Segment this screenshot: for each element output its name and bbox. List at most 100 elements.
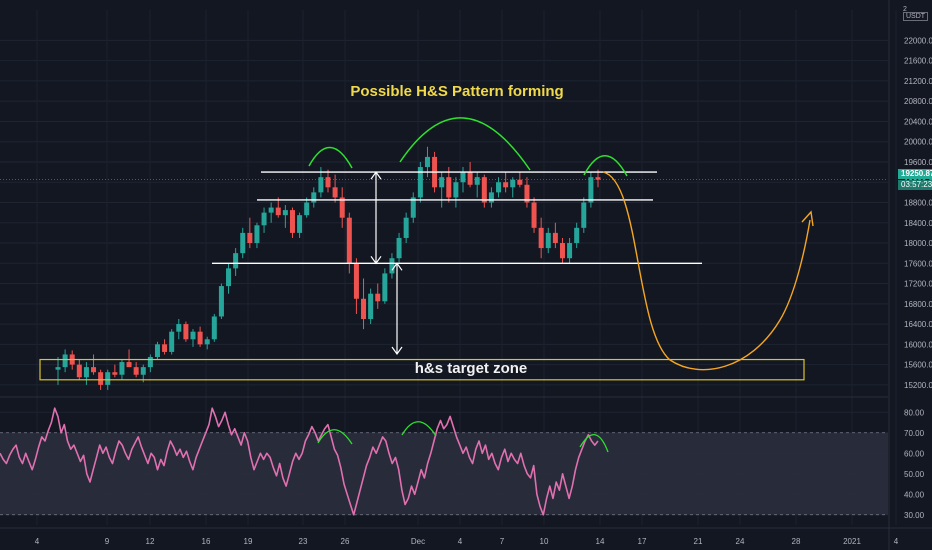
candle-body bbox=[538, 227, 544, 249]
rsi-tick-label: 40.00 bbox=[904, 490, 925, 499]
drawing-annotations bbox=[39, 117, 814, 453]
candle-body bbox=[368, 293, 374, 320]
candle-body bbox=[439, 177, 445, 188]
candle-body bbox=[247, 232, 253, 244]
candle-body bbox=[496, 182, 502, 193]
candle-body bbox=[552, 232, 558, 244]
candle-body bbox=[261, 212, 267, 226]
rsi-line bbox=[0, 407, 599, 516]
candle-body bbox=[510, 179, 516, 188]
candle-body bbox=[240, 232, 246, 254]
projection-path bbox=[602, 171, 811, 371]
candle-body bbox=[183, 324, 189, 340]
candle-body bbox=[55, 367, 61, 370]
pattern-title-annotation: Possible H&S Pattern forming bbox=[350, 83, 563, 100]
candle-body bbox=[126, 362, 132, 368]
target-zone-box bbox=[39, 358, 805, 381]
time-tick-label: 28 bbox=[792, 537, 801, 546]
candle-body bbox=[98, 372, 104, 385]
candle-body bbox=[531, 202, 537, 228]
target-zone-label: h&s target zone bbox=[415, 360, 528, 377]
time-tick-label: 19 bbox=[244, 537, 253, 546]
time-tick-label: 10 bbox=[540, 537, 549, 546]
candle-body bbox=[524, 184, 530, 203]
candle-body bbox=[218, 286, 224, 317]
candle-body bbox=[233, 253, 239, 269]
candle-body bbox=[318, 177, 324, 193]
price-axis[interactable]: 15200.00 15600.00 16000.00 16400.00 16800.00… bbox=[904, 36, 932, 519]
price-tick-label: 20400.00 bbox=[904, 117, 932, 126]
candle-body bbox=[297, 215, 303, 233]
candle-body bbox=[162, 344, 168, 352]
pattern-height-arrow-head-bottom bbox=[370, 255, 382, 265]
rsi-tick-label: 80.00 bbox=[904, 408, 925, 417]
right-shoulder-arc bbox=[583, 155, 628, 177]
candle-body bbox=[268, 207, 274, 213]
price-tick-label: 21200.00 bbox=[904, 77, 932, 86]
candle-body bbox=[254, 225, 260, 244]
candle-body bbox=[332, 187, 338, 198]
price-tick-label: 16800.00 bbox=[904, 300, 932, 309]
time-tick-label: 9 bbox=[105, 537, 110, 546]
rsi-series bbox=[0, 407, 599, 516]
target-projection-arrow-head-top bbox=[391, 262, 403, 271]
candle-body bbox=[503, 182, 509, 188]
candle-body bbox=[91, 367, 97, 373]
candle-body bbox=[289, 210, 295, 233]
candle-body bbox=[204, 339, 210, 345]
candle-body bbox=[83, 367, 89, 378]
rsi-tick-label: 30.00 bbox=[904, 511, 925, 520]
candle-body bbox=[382, 273, 388, 302]
axis-prefix: 2 bbox=[903, 6, 907, 13]
price-tick-label: 15600.00 bbox=[904, 361, 932, 370]
candle-body bbox=[282, 210, 288, 216]
rsi-tick-label: 70.00 bbox=[904, 429, 925, 438]
candle-body bbox=[346, 217, 352, 264]
pattern-height-arrow-head-top bbox=[370, 171, 382, 180]
time-tick-label: 2021 bbox=[843, 537, 861, 546]
candle-body bbox=[389, 258, 395, 274]
rsi-tick-label: 60.00 bbox=[904, 449, 925, 458]
candle-body bbox=[361, 298, 367, 320]
price-tick-label: 18000.00 bbox=[904, 239, 932, 248]
time-tick-label: 21 bbox=[694, 537, 703, 546]
candle-body bbox=[424, 156, 430, 168]
rsi-right-arc bbox=[579, 434, 609, 453]
candle-body bbox=[574, 227, 580, 244]
price-tick-label: 15200.00 bbox=[904, 381, 932, 390]
candle-body bbox=[417, 167, 423, 198]
target-projection-arrow-head-bottom bbox=[391, 346, 403, 356]
candle-body bbox=[339, 197, 345, 218]
candle-body bbox=[403, 217, 409, 238]
time-tick-label: 26 bbox=[341, 537, 350, 546]
time-tick-label: 4 bbox=[458, 537, 463, 546]
price-tick-label: 18800.00 bbox=[904, 199, 932, 208]
head-arc bbox=[399, 117, 531, 171]
candle-body bbox=[154, 344, 160, 358]
time-axis[interactable]: 4 9 12 16 19 23 26 Dec 4 7 10 14 17 21 24 28 2021 4 bbox=[35, 537, 899, 546]
rsi-left-arc bbox=[317, 429, 353, 445]
candle-body bbox=[517, 179, 523, 185]
candle-body bbox=[545, 232, 551, 249]
currency-unit-label[interactable]: 2 USDT bbox=[903, 6, 932, 21]
rsi-tick-label: 50.00 bbox=[904, 470, 925, 479]
candle-body bbox=[275, 207, 281, 216]
candle-body bbox=[467, 172, 473, 185]
candle-body bbox=[226, 268, 232, 287]
time-tick-label: 7 bbox=[500, 537, 505, 546]
candle-body bbox=[410, 197, 416, 218]
price-tick-label: 22000.00 bbox=[904, 36, 932, 45]
candle-body bbox=[353, 263, 359, 299]
candle-body bbox=[176, 324, 182, 332]
countdown-badge: 03:57:23 bbox=[898, 180, 932, 190]
candle-body bbox=[581, 202, 587, 228]
candle-body bbox=[76, 364, 82, 378]
candle-body bbox=[453, 182, 459, 198]
rsi-band bbox=[0, 432, 888, 516]
projection-arrowhead bbox=[801, 210, 814, 227]
candle-body bbox=[396, 237, 402, 259]
last-price-badge: 19250.87 bbox=[898, 169, 932, 179]
price-tick-label: 20800.00 bbox=[904, 97, 932, 106]
candle-body bbox=[460, 172, 466, 183]
